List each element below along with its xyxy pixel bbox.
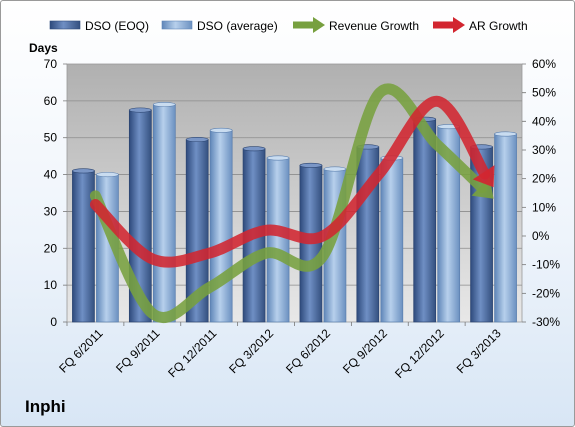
- x-tick-label: FQ 3/2013: [454, 326, 504, 376]
- bar-dso-average: [380, 157, 404, 323]
- x-tick-label: FQ 3/2012: [226, 326, 276, 376]
- bar-top-dso-average: [96, 172, 119, 178]
- bar-dso-eoq: [413, 118, 437, 323]
- legend-item-dso-average: DSO (average): [161, 19, 278, 33]
- growth-lines: [89, 83, 495, 323]
- y-tick-label: 20: [44, 241, 58, 255]
- x-tick-label: FQ 6/2012: [283, 326, 333, 376]
- bar-top-dso-average: [266, 155, 290, 161]
- bar-top-dso-eoq: [242, 146, 266, 152]
- bars: [72, 102, 517, 323]
- bar-dso-average: [209, 129, 233, 323]
- y2-tick-label: 40%: [532, 114, 556, 128]
- y2-tick-label: -10%: [532, 258, 560, 272]
- bar-top-dso-eoq: [185, 137, 209, 143]
- bar-dso-average: [266, 157, 290, 323]
- legend-item-revenue-growth: Revenue Growth: [293, 17, 419, 33]
- y-axis-label: Days: [29, 41, 58, 55]
- y2-tick-label: 60%: [532, 57, 556, 71]
- legend: DSO (EOQ) DSO (average) Revenue Growth A…: [49, 17, 528, 33]
- bar-top-dso-eoq: [72, 168, 95, 174]
- bar-dso-average: [152, 104, 176, 323]
- y2-tick-label: 50%: [532, 86, 556, 100]
- x-tick-label: FQ 9/2011: [113, 326, 163, 376]
- legend-swatch-dso-average: [161, 20, 193, 30]
- legend-arrowhead-revenue-growth: [313, 17, 325, 33]
- bar-top-dso-average: [153, 102, 176, 108]
- y-tick-label: 30: [44, 204, 58, 218]
- x-tick-label: FQ 9/2012: [340, 326, 390, 376]
- y-tick-label: 60: [44, 94, 58, 108]
- x-tick-label: FQ 12/2011: [165, 326, 219, 380]
- y2-tick-label: -20%: [532, 286, 560, 300]
- y2-tick-label: 30%: [532, 143, 556, 157]
- bar-top-dso-eoq: [299, 162, 323, 168]
- y2-tick-label: -30%: [532, 315, 560, 329]
- bar-top-dso-average: [494, 131, 517, 137]
- legend-swatch-dso-eoq: [49, 20, 81, 30]
- bar-top-dso-average: [323, 166, 347, 172]
- y2-tick-label: 0%: [532, 229, 550, 243]
- x-axis-ticks: FQ 6/2011 FQ 9/2011 FQ 12/2011 FQ 3/2012 FQ …: [56, 322, 504, 381]
- x-tick-label: FQ 6/2011: [56, 326, 106, 376]
- legend-label-dso-eoq: DSO (EOQ): [85, 19, 149, 33]
- line-ar-growth: [89, 95, 491, 268]
- arrowhead-ar-growth: [472, 165, 495, 188]
- y2-tick-label: 10%: [532, 200, 556, 214]
- legend-label-ar-growth: AR Growth: [469, 19, 528, 33]
- bar-top-dso-eoq: [129, 107, 152, 113]
- legend-item-dso-eoq: DSO (EOQ): [49, 19, 149, 33]
- legend-label-dso-average: DSO (average): [197, 19, 278, 33]
- y2-axis-ticks: -30% -20% -10% 0% 10% 20% 30% 40% 50% 60%: [522, 57, 560, 329]
- y-axis-ticks: 0 10 20 30 40 50 60 70: [44, 57, 67, 329]
- y2-tick-label: 20%: [532, 172, 556, 186]
- y-tick-label: 10: [44, 278, 58, 292]
- y-tick-label: 0: [50, 315, 57, 329]
- bar-top-dso-average: [209, 127, 233, 133]
- company-name: Inphi: [25, 397, 66, 416]
- y-tick-label: 50: [44, 131, 58, 145]
- legend-item-ar-growth: AR Growth: [433, 17, 528, 33]
- bar-dso-average: [494, 133, 517, 323]
- y-tick-label: 70: [44, 57, 58, 71]
- y-tick-label: 40: [44, 168, 58, 182]
- legend-label-revenue-growth: Revenue Growth: [329, 19, 419, 33]
- legend-arrowhead-ar-growth: [453, 17, 465, 33]
- x-tick-label: FQ 12/2012: [392, 326, 447, 381]
